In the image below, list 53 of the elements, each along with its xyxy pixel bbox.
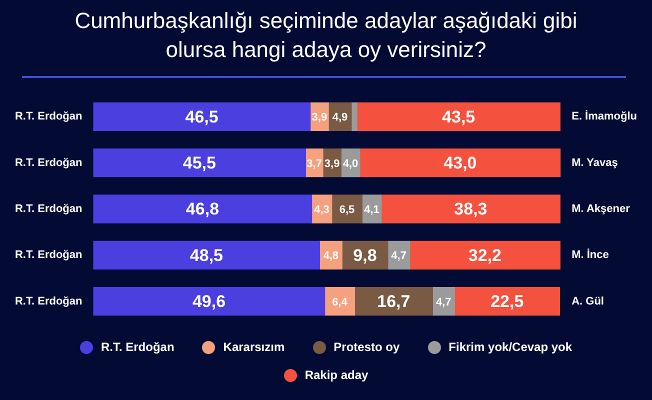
data-label: 4,8 (323, 250, 339, 262)
data-label: 6,4 (332, 296, 348, 308)
data-label: 3,9 (312, 112, 328, 124)
data-label: 49,6 (192, 292, 226, 312)
y2-tick-label: M. Yavaş (572, 156, 618, 169)
data-label: 4,0 (342, 158, 358, 170)
y2-tick-label: E. İmamoğlu (572, 110, 638, 123)
data-label: 4,3 (314, 204, 330, 216)
data-label: 46,8 (186, 200, 220, 219)
data-label: 38,3 (454, 200, 488, 219)
data-label: 22,5 (490, 292, 524, 312)
bar (93, 148, 306, 178)
bar (354, 286, 433, 316)
legend-label: Fikrim yok/Cevap yok (448, 340, 572, 354)
data-label: 4,7 (391, 250, 406, 262)
bar (409, 240, 560, 270)
legend-label: R.T. Erdoğan (100, 340, 174, 354)
y2-tick-label: M. Akşener (572, 203, 631, 216)
legend-label: Protesto oy (332, 340, 400, 354)
legend-label: Rakip aday (304, 368, 368, 382)
bar (380, 194, 560, 224)
bar (93, 194, 312, 224)
y-tick-label: R.T. Erdoğan (14, 249, 82, 262)
y-tick-label: R.T. Erdoğan (14, 295, 82, 308)
data-label: 45,5 (182, 154, 216, 173)
data-label: 4,7 (436, 296, 452, 308)
data-label: 6,5 (339, 204, 355, 216)
bar (324, 286, 356, 316)
data-label: 43,0 (444, 154, 477, 173)
bar (93, 286, 326, 316)
bar (331, 194, 362, 224)
data-label: 16,7 (377, 292, 410, 312)
y2-tick-label: M. İnce (572, 248, 609, 262)
data-label: 3,9 (324, 158, 340, 170)
data-label: 43,5 (442, 107, 476, 126)
bar (93, 102, 311, 132)
bar (454, 286, 560, 316)
legend-label: Kararsızım (222, 340, 285, 354)
y2-tick-label: A. Gül (572, 295, 604, 308)
bar (356, 102, 560, 132)
data-label: 32,2 (468, 246, 502, 265)
data-label: 9,8 (353, 246, 377, 265)
data-label: 48,5 (190, 246, 223, 265)
y-tick-label: R.T. Erdoğan (14, 203, 82, 216)
chart-title: Cumhurbaşkanlığı seçiminde adaylar aşağıdaki gibi olursa hangi adaya oy verirsiniz? (74, 7, 578, 64)
y-tick-label: R.T. Erdoğan (14, 156, 82, 169)
data-label: 3,7 (306, 158, 322, 170)
data-label: 46,5 (185, 107, 218, 126)
bar (360, 148, 561, 178)
y-tick-label: R.T. Erdoğan (14, 110, 82, 123)
data-label: 4,1 (364, 204, 380, 216)
bar (93, 240, 320, 270)
data-label: 4,9 (332, 112, 348, 124)
